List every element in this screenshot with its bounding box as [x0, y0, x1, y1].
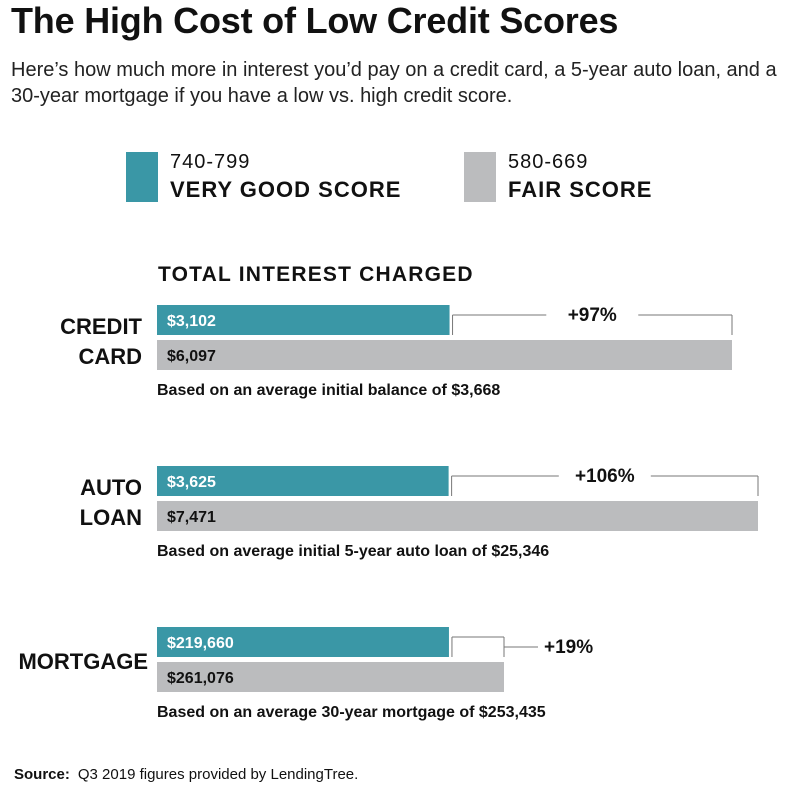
value-heading: TOTAL INTEREST CHARGED — [158, 263, 474, 286]
bar — [157, 627, 449, 657]
bar — [157, 305, 450, 335]
category-label: LOAN — [80, 505, 142, 530]
bar-value-label: $261,076 — [167, 670, 234, 687]
percent-change-label: +19% — [544, 637, 593, 658]
bar — [157, 466, 449, 496]
bar-value-label: $6,097 — [167, 348, 216, 365]
bar — [157, 340, 732, 370]
bar-value-label: $3,102 — [167, 313, 216, 330]
category-label: MORTGAGE — [18, 649, 148, 674]
legend-range-very-good: 740-799 — [170, 151, 251, 173]
bar-value-label: $219,660 — [167, 635, 234, 652]
bar — [157, 501, 758, 531]
bar-value-label: $3,625 — [167, 474, 216, 491]
bar — [157, 662, 504, 692]
category-label: AUTO — [80, 475, 142, 500]
source-text: Q3 2019 figures provided by LendingTree. — [77, 766, 359, 783]
legend-label-fair: FAIR SCORE — [508, 177, 653, 202]
percent-change-label: +97% — [568, 305, 617, 326]
legend-range-fair: 580-669 — [508, 151, 589, 173]
legend-swatch-very-good — [126, 152, 158, 202]
source-label: Source: — [14, 766, 70, 783]
legend-swatch-fair — [464, 152, 496, 202]
chart-title: The High Cost of Low Credit Scores — [11, 0, 619, 41]
category-label: CARD — [78, 344, 142, 369]
group-note: Based on an average 30-year mortgage of … — [157, 704, 546, 721]
chart-subtitle: Here’s how much more in interest you’d p… — [11, 59, 777, 107]
legend-label-very-good: VERY GOOD SCORE — [170, 177, 402, 202]
group-note: Based on average initial 5-year auto loa… — [157, 543, 549, 560]
source-note: Source: Q3 2019 figures provided by Lendi… — [14, 766, 358, 783]
bar-value-label: $7,471 — [167, 509, 216, 526]
category-label: CREDIT — [60, 314, 142, 339]
percent-change-label: +106% — [575, 466, 635, 487]
group-note: Based on an average initial balance of $… — [157, 382, 500, 399]
